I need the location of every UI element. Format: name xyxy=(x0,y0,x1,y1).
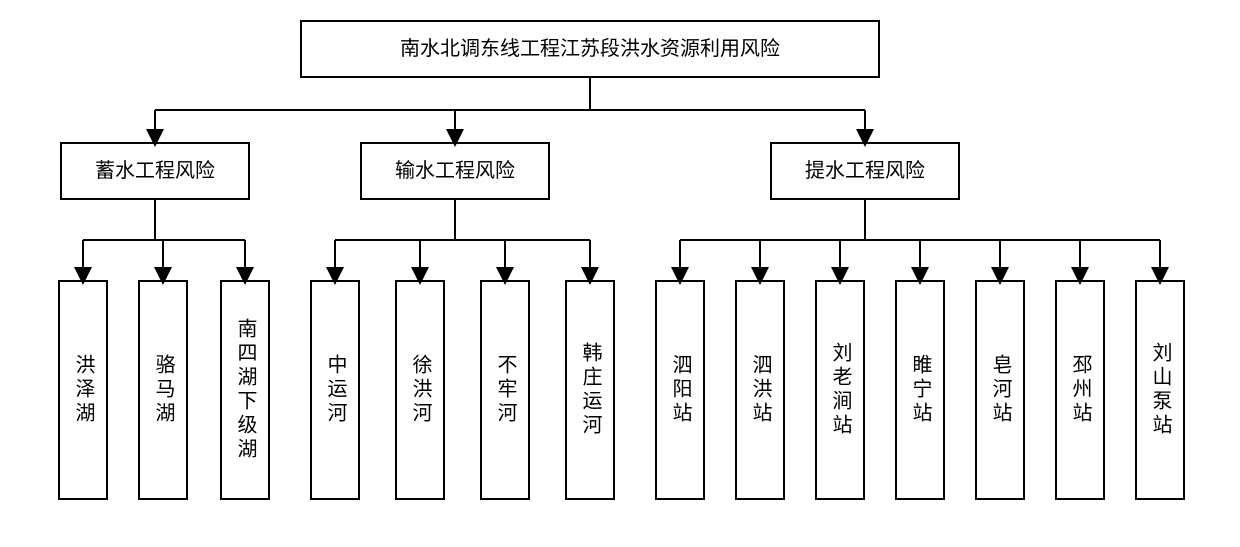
leaf-node: 睢宁站 xyxy=(895,280,945,500)
mid-node-pump: 提水工程风险 xyxy=(770,142,960,200)
leaf-node: 刘老涧站 xyxy=(815,280,865,500)
leaf-label: 徐洪河 xyxy=(406,354,434,426)
leaf-node: 洪泽湖 xyxy=(58,280,108,500)
leaf-node: 南四湖下级湖 xyxy=(220,280,270,500)
leaf-node: 泗阳站 xyxy=(655,280,705,500)
leaf-node: 中运河 xyxy=(310,280,360,500)
mid-label: 提水工程风险 xyxy=(805,157,925,185)
leaf-node: 皂河站 xyxy=(975,280,1025,500)
leaf-label: 泗阳站 xyxy=(666,354,694,426)
leaf-node: 刘山泵站 xyxy=(1135,280,1185,500)
leaf-node: 邳州站 xyxy=(1055,280,1105,500)
mid-node-storage: 蓄水工程风险 xyxy=(60,142,250,200)
root-node: 南水北调东线工程江苏段洪水资源利用风险 xyxy=(300,20,880,78)
leaf-node: 韩庄运河 xyxy=(565,280,615,500)
leaf-label: 洪泽湖 xyxy=(69,354,97,426)
leaf-label: 韩庄运河 xyxy=(576,342,604,438)
leaf-node: 不牢河 xyxy=(480,280,530,500)
leaf-label: 骆马湖 xyxy=(149,354,177,426)
leaf-label: 南四湖下级湖 xyxy=(231,318,259,462)
leaf-label: 泗洪站 xyxy=(746,354,774,426)
mid-label: 输水工程风险 xyxy=(395,157,515,185)
leaf-label: 刘老涧站 xyxy=(826,342,854,438)
leaf-label: 中运河 xyxy=(321,354,349,426)
leaf-node: 泗洪站 xyxy=(735,280,785,500)
mid-node-transport: 输水工程风险 xyxy=(360,142,550,200)
leaf-label: 刘山泵站 xyxy=(1146,342,1174,438)
mid-label: 蓄水工程风险 xyxy=(95,157,215,185)
leaf-label: 邳州站 xyxy=(1066,354,1094,426)
leaf-node: 骆马湖 xyxy=(138,280,188,500)
root-label: 南水北调东线工程江苏段洪水资源利用风险 xyxy=(400,35,780,63)
leaf-label: 不牢河 xyxy=(491,354,519,426)
leaf-label: 皂河站 xyxy=(986,354,1014,426)
leaf-node: 徐洪河 xyxy=(395,280,445,500)
leaf-label: 睢宁站 xyxy=(906,354,934,426)
